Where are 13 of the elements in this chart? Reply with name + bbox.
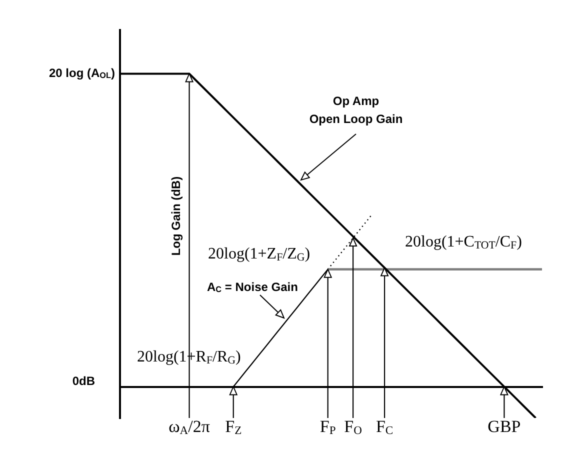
x-tick-label: GBP xyxy=(488,417,521,437)
annotation: 20log(1+C$_{TOT}$/C$_{F}$) xyxy=(405,232,522,254)
text: 20 log (A$_{OL}$) xyxy=(49,66,115,82)
annotation: Op Amp Open Loop Gain xyxy=(309,93,403,128)
annotation: A$_{C}$ = Noise Gain xyxy=(207,280,298,296)
x-tick-label: F$_{O}$ xyxy=(344,417,362,439)
annotation: 20log(1+Z$_{F}$/Z$_{G}$) xyxy=(208,244,310,266)
x-tick-label: ω$_{A}$/2π xyxy=(168,417,210,439)
x-tick-label: F$_{C}$ xyxy=(376,417,394,439)
x-tick-label: F$_{P}$ xyxy=(320,417,336,439)
x-tick-label: F$_{Z}$ xyxy=(225,417,242,439)
text: 0dB xyxy=(72,374,95,388)
y-axis-title: Log Gain (dB) xyxy=(169,176,184,256)
